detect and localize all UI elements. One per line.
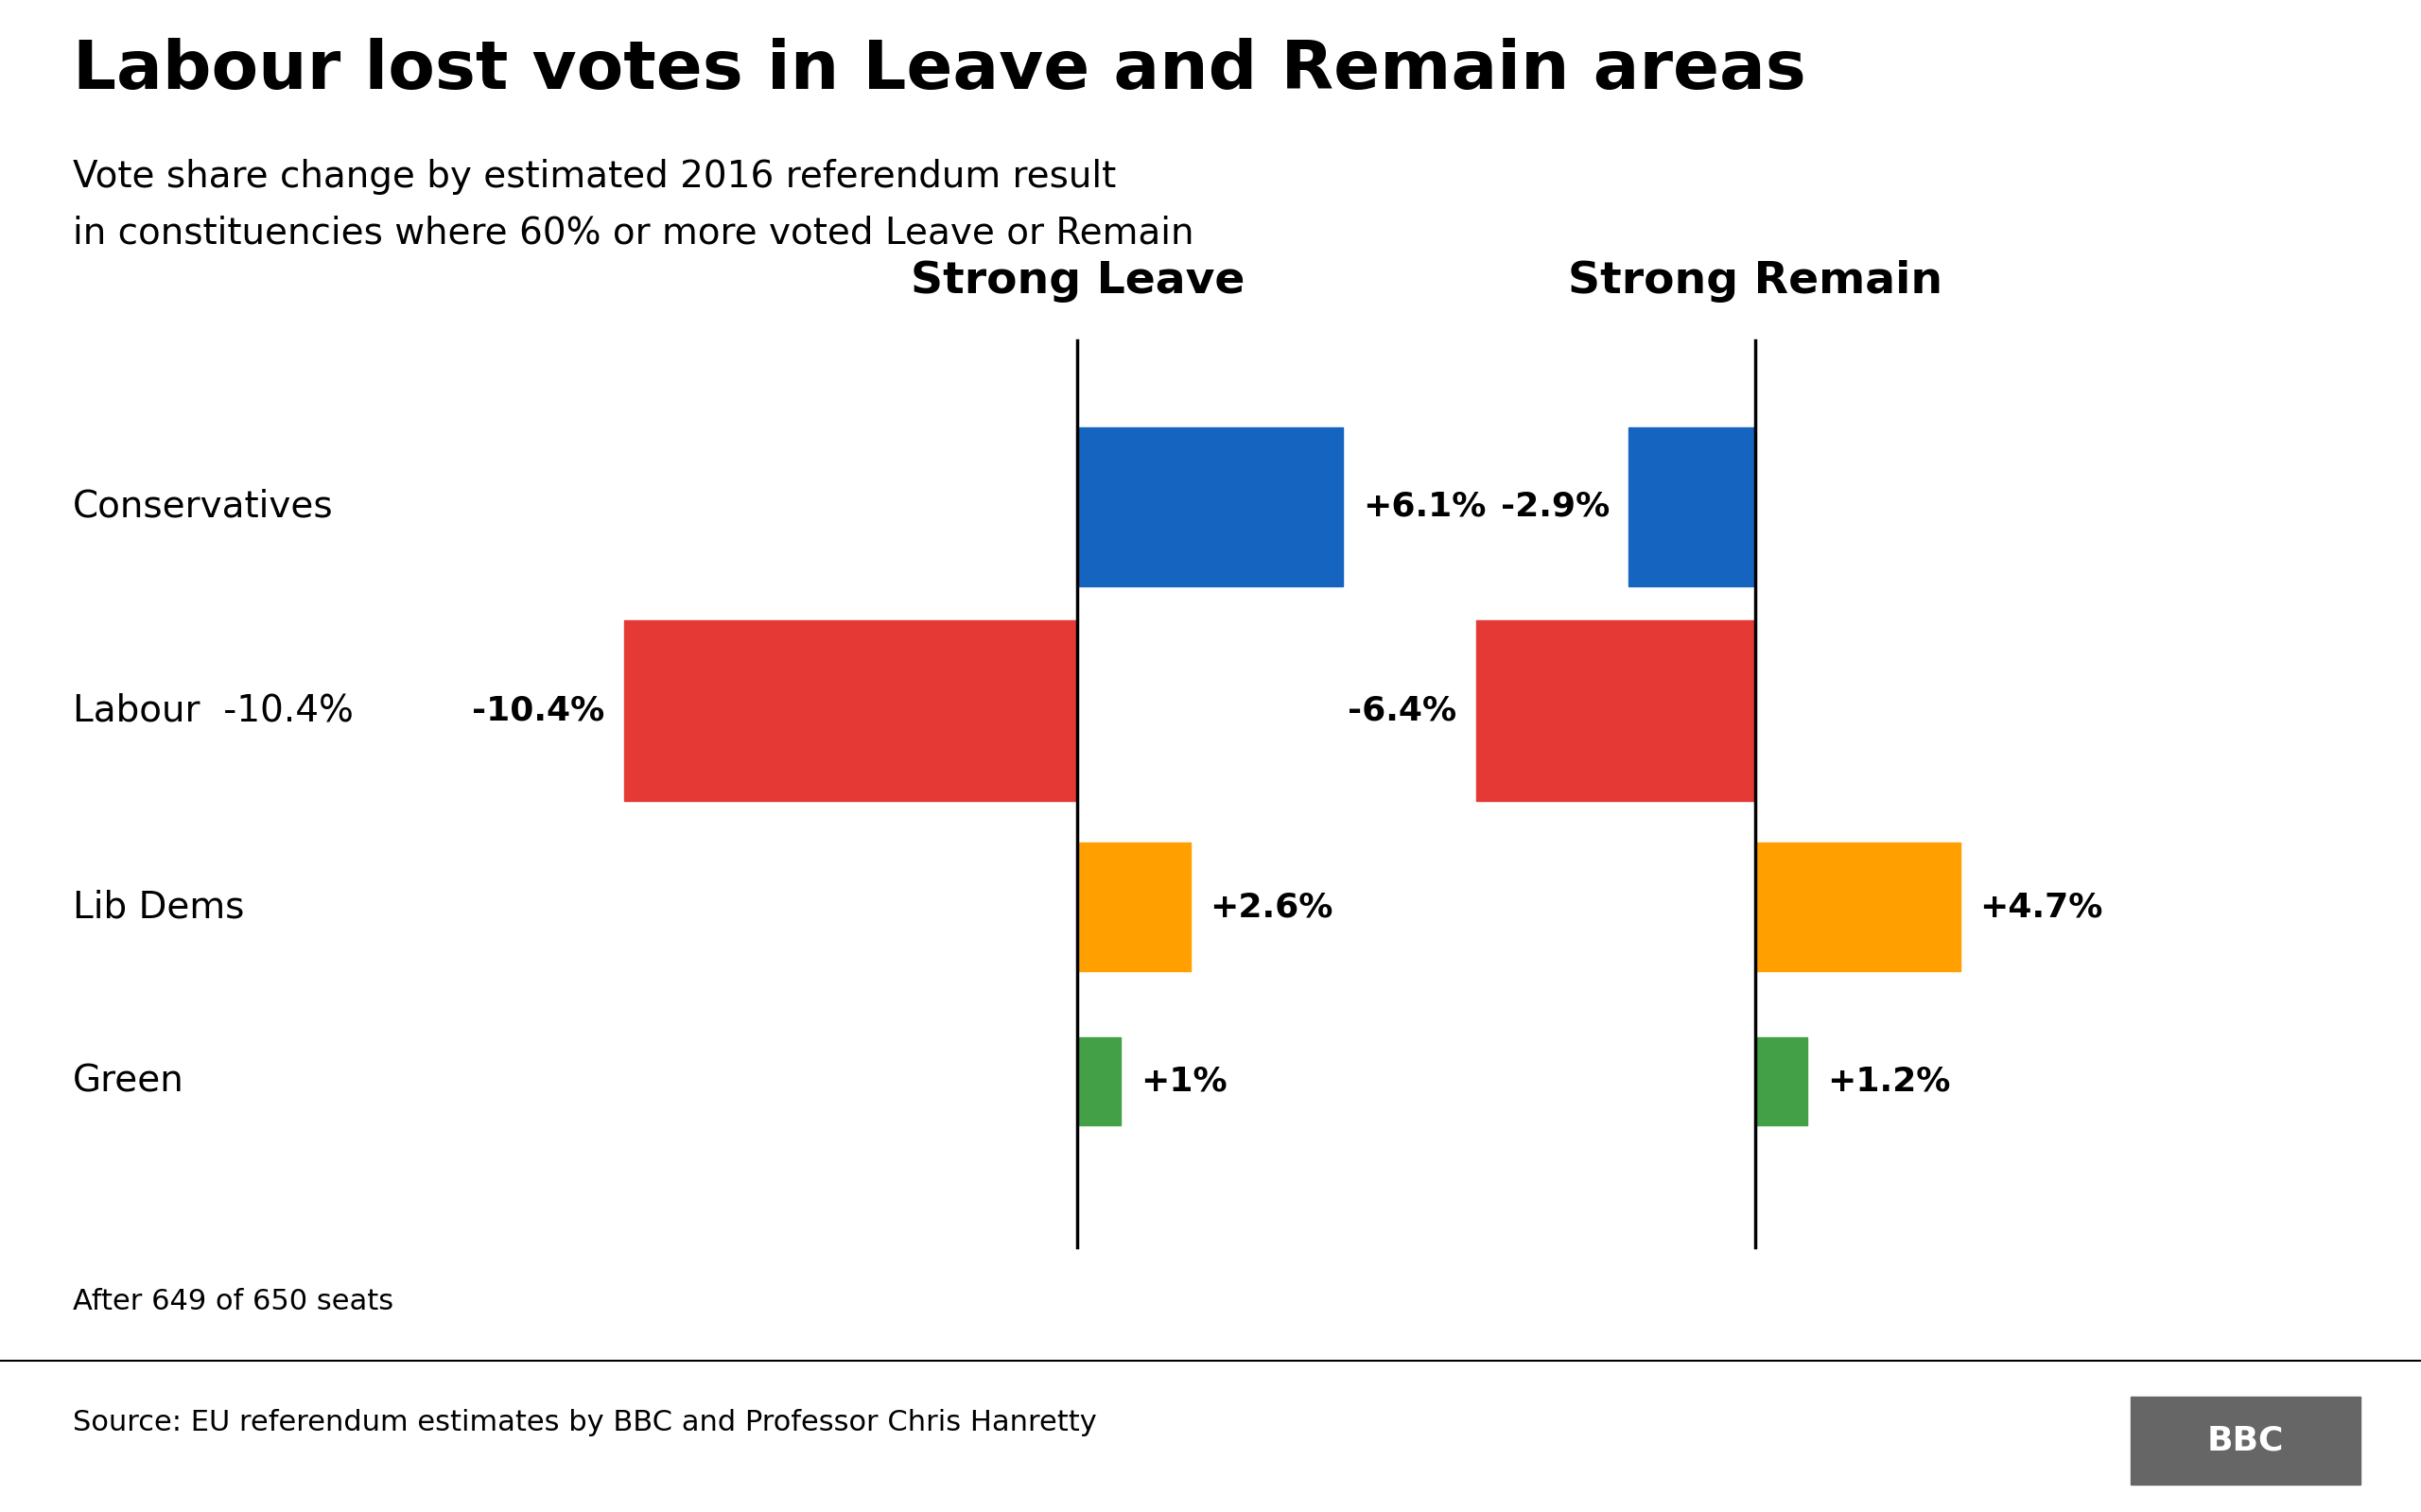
Text: +1.2%: +1.2% bbox=[1828, 1064, 1951, 1098]
Text: Source: EU referendum estimates by BBC and Professor Chris Hanretty: Source: EU referendum estimates by BBC a… bbox=[73, 1409, 1097, 1436]
Bar bbox=[1755, 1037, 1808, 1125]
Text: -6.4%: -6.4% bbox=[1348, 694, 1457, 727]
Bar bbox=[1077, 1037, 1121, 1125]
Text: Conservatives: Conservatives bbox=[73, 488, 334, 525]
Text: +1%: +1% bbox=[1140, 1064, 1227, 1098]
Bar bbox=[1477, 620, 1755, 801]
Text: +6.1%: +6.1% bbox=[1363, 490, 1486, 523]
Text: Strong Leave: Strong Leave bbox=[910, 260, 1244, 302]
Text: Lib Dems: Lib Dems bbox=[73, 889, 245, 925]
Text: Labour lost votes in Leave and Remain areas: Labour lost votes in Leave and Remain ar… bbox=[73, 38, 1806, 103]
Text: -2.9%: -2.9% bbox=[1501, 490, 1610, 523]
Bar bbox=[1755, 842, 1961, 971]
Text: BBC: BBC bbox=[2208, 1424, 2283, 1458]
Text: in constituencies where 60% or more voted Leave or Remain: in constituencies where 60% or more vote… bbox=[73, 215, 1194, 251]
Text: Strong Remain: Strong Remain bbox=[1569, 260, 1942, 302]
Bar bbox=[625, 620, 1077, 801]
FancyBboxPatch shape bbox=[2130, 1397, 2360, 1485]
Text: +4.7%: +4.7% bbox=[1980, 891, 2104, 924]
Text: Green: Green bbox=[73, 1063, 184, 1099]
Bar bbox=[1077, 842, 1191, 971]
Text: Labour  -10.4%: Labour -10.4% bbox=[73, 692, 353, 729]
Text: Vote share change by estimated 2016 referendum result: Vote share change by estimated 2016 refe… bbox=[73, 159, 1116, 195]
Text: +2.6%: +2.6% bbox=[1210, 891, 1334, 924]
Bar bbox=[1629, 426, 1755, 585]
Text: -10.4%: -10.4% bbox=[472, 694, 605, 727]
Bar bbox=[1077, 426, 1344, 585]
Text: After 649 of 650 seats: After 649 of 650 seats bbox=[73, 1288, 392, 1315]
